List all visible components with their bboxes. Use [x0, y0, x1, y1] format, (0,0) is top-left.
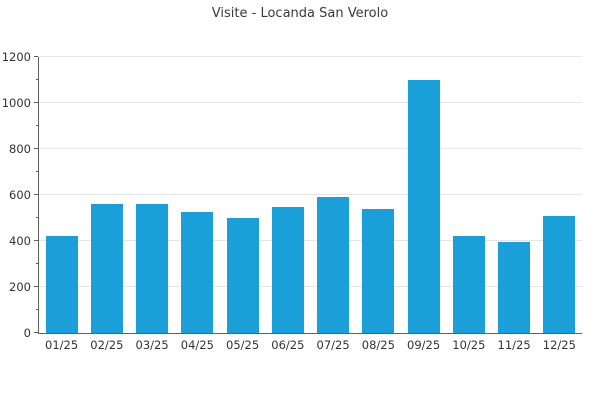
bar-06/25: [271, 206, 304, 333]
bar-slot-12/25: [537, 57, 582, 333]
bar-slot-03/25: [130, 57, 175, 333]
y-tick-label: 1000: [1, 95, 31, 110]
bar-08/25: [362, 208, 395, 333]
bar-slot-04/25: [175, 57, 220, 333]
y-tick-label: 600: [9, 187, 31, 202]
x-tick-label: 07/25: [316, 338, 350, 352]
bar-03/25: [136, 204, 169, 333]
x-tick-label: 12/25: [542, 338, 576, 352]
y-minor-tick: [35, 171, 38, 172]
gridline-600: [39, 194, 582, 195]
y-major-tick: [34, 194, 38, 195]
chart-title: Visite - Locanda San Verolo: [211, 6, 389, 21]
bar-slot-10/25: [446, 57, 491, 333]
bar-slot-08/25: [356, 57, 401, 333]
bar-11/25: [498, 242, 531, 333]
y-minor-tick: [35, 217, 38, 218]
gridlines-layer: [39, 56, 582, 333]
bar-slot-06/25: [265, 57, 310, 333]
y-tick-label: 400: [9, 233, 31, 248]
gridline-800: [39, 148, 582, 149]
y-tick-label: 800: [9, 141, 31, 156]
y-tick-label: 1200: [1, 49, 31, 64]
bars-layer: [39, 57, 582, 333]
bar-02/25: [90, 204, 123, 333]
bar-slot-05/25: [220, 57, 265, 333]
x-axis-labels: 01/25 02/25 03/25 04/25 05/25 06/25 07/25 08/25…: [39, 338, 582, 352]
bar-slot-09/25: [401, 57, 446, 333]
x-tick-label: 06/25: [271, 338, 305, 352]
x-tick-label: 10/25: [452, 338, 486, 352]
bar-12/25: [543, 215, 576, 333]
y-tick-label: 200: [9, 279, 31, 294]
y-minor-tick: [35, 79, 38, 80]
y-major-tick: [34, 240, 38, 241]
y-minor-tick: [35, 309, 38, 310]
y-major-tick: [34, 286, 38, 287]
x-tick-label: 08/25: [361, 338, 395, 352]
bar-slot-11/25: [492, 57, 537, 333]
bar-05/25: [226, 218, 259, 333]
x-tick-label: 02/25: [90, 338, 124, 352]
x-tick-label: 11/25: [497, 338, 531, 352]
x-tick-label: 01/25: [45, 338, 79, 352]
gridline-400: [39, 240, 582, 241]
y-axis: 0 200 400 600 800 1000 1200: [2, 51, 582, 338]
gridline-200: [39, 286, 582, 287]
gridline-1000: [39, 102, 582, 103]
bar-01/25: [45, 236, 78, 333]
bar-04/25: [181, 212, 214, 333]
bar-slot-01/25: [39, 57, 84, 333]
gridline-1200: [39, 56, 582, 57]
bar-07/25: [317, 197, 350, 333]
y-minor-tick: [35, 125, 38, 126]
y-tick-label: 0: [23, 325, 31, 340]
bar-slot-02/25: [84, 57, 129, 333]
y-major-tick: [34, 56, 38, 57]
y-minor-tick: [35, 263, 38, 264]
bar-09/25: [407, 80, 440, 333]
y-major-tick: [34, 102, 38, 103]
y-major-tick: [34, 332, 38, 333]
bar-10/25: [452, 236, 485, 333]
x-tick-label: 09/25: [407, 338, 441, 352]
x-tick-label: 03/25: [135, 338, 169, 352]
plot-area: 0 200 400 600 800 1000 1200 01/25 02/25 03/25 04/…: [2, 51, 582, 351]
x-tick-label: 04/25: [180, 338, 214, 352]
y-major-tick: [34, 148, 38, 149]
bar-slot-07/25: [311, 57, 356, 333]
x-tick-label: 05/25: [226, 338, 260, 352]
